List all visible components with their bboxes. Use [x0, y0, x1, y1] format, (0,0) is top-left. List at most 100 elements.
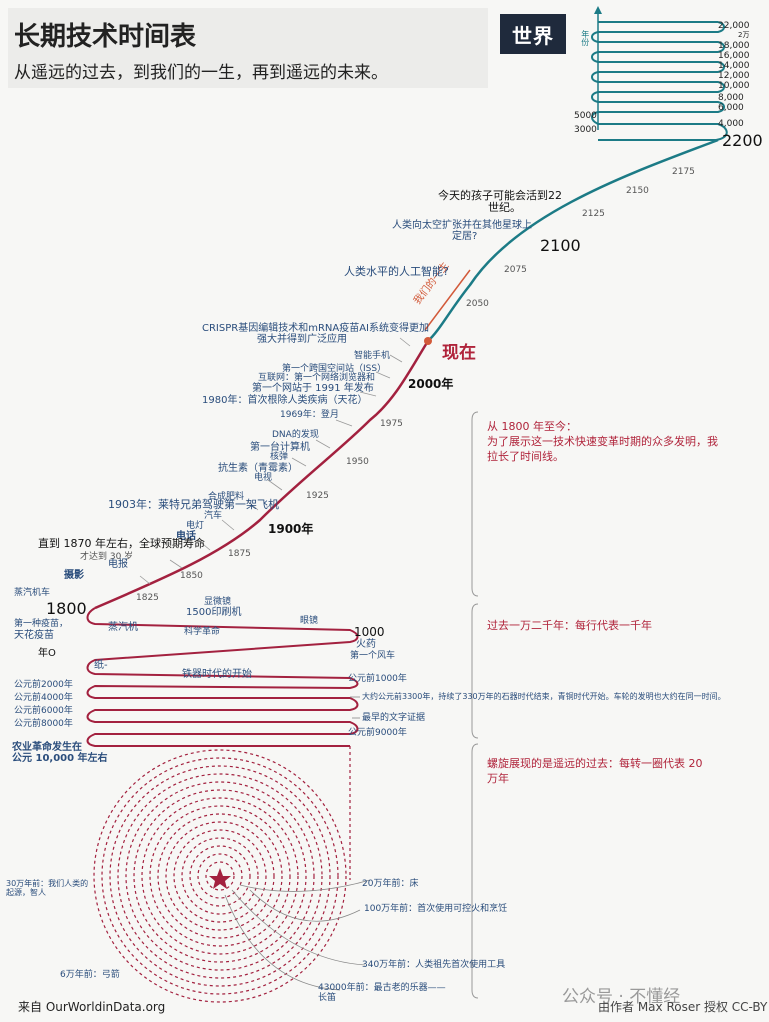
event-microscope: 显微镜 — [204, 597, 232, 607]
year-2150: 2150 — [626, 186, 649, 196]
event-bronze-age: 大约公元前3300年，持续了330万年的石器时代结束，青铜时代开始。车轮的发明也… — [362, 692, 726, 701]
past-zigzag — [86, 607, 359, 747]
event-agi: 人类水平的人工智能? — [344, 265, 449, 278]
event-agriculture: 农业革命发生在 公元 10,000 年左右 — [12, 742, 108, 764]
spiral-ring — [181, 837, 259, 915]
future-tick-label: 18,000 — [718, 41, 750, 51]
future-tick-label: 6,000 — [718, 103, 744, 113]
future-tick-label: 2万 — [738, 31, 750, 39]
event-iron-age: 铁器时代的开始 — [182, 669, 252, 680]
spiral-ring — [149, 805, 291, 947]
now-marker — [424, 337, 432, 345]
event-browser: 互联网：第一个网络浏览器和 — [258, 373, 376, 383]
bracket-modern — [471, 411, 479, 597]
event-tools: 340万年前：人类祖先首次使用工具 — [362, 960, 506, 970]
source-note: 来自 OurWorldinData.org — [18, 1000, 166, 1014]
event-flight: 1903年：莱特兄弟驾驶第一架飞机 — [108, 498, 279, 511]
header-panel — [8, 8, 488, 88]
event-tv: 电视 — [254, 473, 273, 483]
future-tick-label: 3000 — [574, 125, 597, 135]
event-car: 汽车 — [204, 511, 223, 521]
year-2000: 2000年 — [408, 377, 454, 391]
event-iss: 第一个跨国空间站（ISS） — [282, 364, 387, 374]
event-vaccine: 第一种疫苗， 天花疫苗 — [14, 619, 69, 641]
future-curve — [427, 138, 719, 342]
future-tick-label: 14,000 — [718, 61, 750, 71]
bracket-millennia — [471, 603, 479, 739]
spiral-ring — [197, 853, 243, 899]
section-spiral: 螺旋展现的是遥远的过去：每转一圈代表 20 万年 — [487, 757, 703, 785]
event-lightbulb: 电灯 — [186, 521, 205, 531]
spiral-ring — [173, 829, 267, 923]
year-1900: 1900年 — [268, 522, 314, 536]
event-paper: 纸- — [94, 660, 108, 671]
event-glasses: 眼镜 — [300, 616, 319, 626]
future-tick-label: 10,000 — [718, 81, 750, 91]
spiral-ring — [93, 749, 347, 1003]
event-bed: 20万年前：床 — [362, 879, 419, 889]
label-1000bc: 公元前1000年 — [348, 674, 407, 684]
future-zigzag — [591, 21, 728, 141]
year-2200: 2200 — [722, 131, 763, 150]
label-9000bc: 公元前9000年 — [348, 728, 407, 738]
event-steam-engine: 蒸汽机 — [108, 622, 138, 633]
event-dna: DNA的发现 — [272, 430, 319, 440]
event-telegraph: 电报 — [108, 559, 128, 570]
spiral-ring — [157, 813, 283, 939]
future-tick-label: 8,000 — [718, 93, 744, 103]
event-bow: 6万年前：弓箭 — [60, 970, 120, 980]
year-2075: 2075 — [504, 265, 527, 275]
event-writing: 最早的文字证据 — [362, 713, 426, 723]
event-printing-press: 1500印刷机 — [186, 607, 242, 618]
year-0: 年O — [38, 648, 56, 659]
year-1825: 1825 — [136, 593, 159, 603]
bracket-spiral — [471, 743, 479, 999]
year-1875: 1875 — [228, 549, 251, 559]
event-smartphone: 智能手机 — [354, 351, 391, 361]
future-tick-label: 4,000 — [718, 119, 744, 129]
year-1800: 1800 — [46, 599, 87, 618]
future-axis-arrow — [594, 6, 602, 14]
spiral-ring — [125, 781, 315, 971]
section-modern: 从 1800 年至今： 为了展示这一技术快速变革时期的众多发明，我 拉长了时间线。 — [487, 420, 718, 463]
event-scientific-revolution: 科学革命 — [184, 627, 221, 637]
event-sapiens: 30万年前：我们人类的 起源，智人 — [6, 879, 89, 897]
future-tick-label: 5000 — [574, 111, 597, 121]
event-antibiotics: 抗生素（青霉素） — [218, 463, 298, 474]
spiral-ring — [141, 797, 299, 955]
curve-ticks — [139, 337, 411, 585]
year-1975: 1975 — [380, 419, 403, 429]
event-nuclear: 核弹 — [270, 452, 289, 462]
label-2000bc: 公元前2000年 — [14, 680, 73, 690]
event-fertilizer: 合成肥料 — [208, 492, 245, 502]
year-1950: 1950 — [346, 457, 369, 467]
spiral-ring — [165, 821, 275, 931]
future-tick-label: 22,000 — [718, 21, 750, 31]
event-life-expectancy: 直到 1870 年左右，全球预期寿命 才达到 30 岁 — [38, 537, 205, 563]
modern-curve — [94, 340, 430, 610]
spiral-center-star — [209, 868, 231, 889]
year-1850: 1850 — [180, 571, 203, 581]
event-flute: 43000年前：最古老的乐器—— 长笛 — [318, 983, 446, 1003]
year-1925: 1925 — [306, 491, 329, 501]
spiral-ring — [205, 861, 235, 891]
future-axis-label: 年份 — [580, 30, 590, 46]
event-website: 第一个网站于 1991 年发布 — [252, 383, 374, 394]
year-2175: 2175 — [672, 167, 695, 177]
spiral-ring — [101, 757, 339, 995]
label-6000bc: 公元前6000年 — [14, 706, 73, 716]
event-crispr: CRISPR基因编辑技术和mRNA疫苗AI系统变得更加 强大并得到广泛应用 — [202, 323, 430, 345]
page-subtitle: 从遥远的过去，到我们的一生，再到遥远的未来。 — [14, 63, 388, 83]
event-telephone: 电话 — [176, 531, 196, 542]
past-spiral — [93, 749, 347, 1003]
future-tick-label: 12,000 — [718, 71, 750, 81]
lifetime-arrow — [424, 269, 471, 331]
future-tick-label: 16,000 — [718, 51, 750, 61]
page-title: 长期技术时间表 — [14, 22, 197, 52]
label-8000bc: 公元前8000年 — [14, 719, 73, 729]
spiral-ring — [109, 765, 331, 987]
spiral-ring — [189, 845, 251, 907]
year-2125: 2125 — [582, 209, 605, 219]
event-photography: 摄影 — [64, 570, 84, 581]
